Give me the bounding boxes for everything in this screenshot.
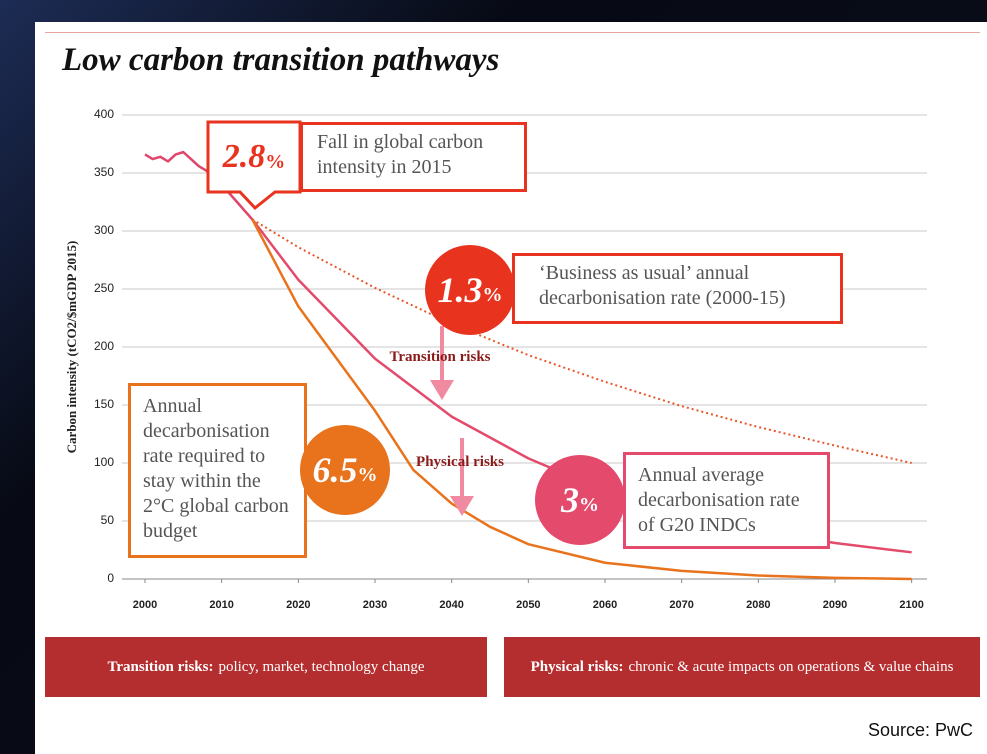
y-tick-label: 150	[94, 397, 114, 411]
annotation-text: Annual decarbonisation rate required to …	[128, 383, 307, 558]
x-tick-label: 2050	[516, 599, 540, 611]
annotation-figure: 6.5%	[300, 425, 390, 515]
rule	[45, 32, 980, 33]
y-tick-label: 50	[101, 513, 115, 527]
y-tick-label: 350	[94, 165, 114, 179]
footer-text: chronic & acute impacts on operations & …	[628, 658, 954, 675]
series-line	[251, 218, 912, 581]
x-tick-label: 2080	[746, 599, 770, 611]
annotation-text: ‘Business as usual’ annual decarbonisati…	[512, 253, 843, 324]
annotation-figure: 2.8%	[222, 138, 286, 175]
y-tick-label: 100	[94, 455, 114, 469]
arrow-label: Physical risks	[416, 454, 504, 470]
footer-box: Physical risks: chronic & acute impacts o…	[504, 637, 980, 697]
footer-heading: Transition risks:	[107, 658, 214, 675]
chart-title: Low carbon transition pathways	[62, 42, 500, 78]
y-tick-label: 300	[94, 223, 114, 237]
x-tick-label: 2020	[286, 599, 310, 611]
y-axis-label: Carbon intensity (tCO2/$mGDP 2015)	[64, 241, 79, 454]
y-tick-label: 0	[107, 571, 114, 585]
source: Source: PwC	[867, 720, 973, 740]
x-tick-label: 2000	[133, 599, 157, 611]
footer-box: Transition risks: policy, market, technol…	[45, 637, 487, 697]
annotation-text: Fall in global carbon intensity in 2015	[300, 122, 527, 192]
y-tick-label: 200	[94, 339, 114, 353]
x-tick-label: 2100	[899, 599, 923, 611]
y-tick-label: 400	[94, 107, 114, 121]
y-tick-label: 250	[94, 281, 114, 295]
annotation-text: Annual average decarbonisation rate of G…	[623, 452, 830, 549]
x-tick-label: 2010	[209, 599, 233, 611]
annotation-figure: 1.3%	[425, 245, 515, 335]
annotation-figure: 3%	[535, 455, 625, 545]
footer-text: policy, market, technology change	[218, 658, 425, 675]
arrow-label: Transition risks	[389, 349, 491, 365]
x-tick-label: 2090	[823, 599, 847, 611]
x-tick-label: 2070	[669, 599, 693, 611]
footer-heading: Physical risks:	[530, 658, 624, 675]
x-tick-label: 2060	[593, 599, 617, 611]
x-tick-label: 2040	[439, 599, 463, 611]
x-tick-label: 2030	[363, 599, 387, 611]
